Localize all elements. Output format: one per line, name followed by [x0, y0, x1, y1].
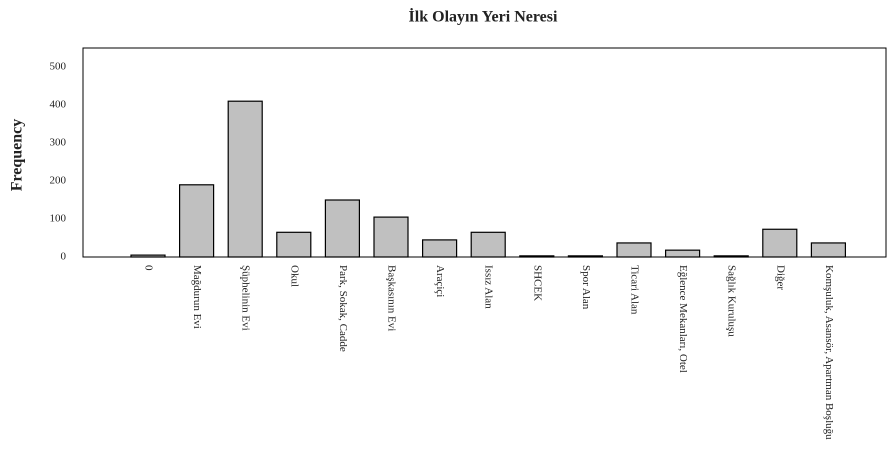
y-tick-label: 100 [50, 213, 67, 225]
bar [227, 100, 263, 258]
bar [179, 184, 215, 258]
x-tick-label: SHCEK [531, 265, 543, 301]
x-tick-label: Okul [288, 265, 300, 287]
y-tick-label: 0 [61, 251, 67, 263]
x-tick-label: Diğer [774, 265, 786, 290]
y-tick-label: 200 [50, 175, 67, 187]
bar [810, 242, 847, 258]
bar [130, 254, 166, 258]
bar [324, 199, 360, 258]
bar [519, 255, 555, 258]
bar [470, 231, 506, 258]
y-tick-label: 300 [50, 137, 67, 149]
x-tick-label: Issız Alan [483, 265, 495, 309]
x-tick-label: Ticari Alan [628, 265, 640, 315]
bar [373, 216, 409, 258]
bar [616, 242, 652, 258]
x-tick-label: Mağdurun Evi [191, 265, 203, 329]
x-tick-label: Başkasının Evi [385, 265, 397, 331]
y-axis-label: Frequency [9, 119, 26, 192]
x-tick-label: 0 [142, 265, 154, 271]
chart-title: İlk Olayın Yeri Neresi [409, 7, 558, 26]
x-tick-label: Park, Sokak, Cadde [337, 265, 349, 352]
bar [762, 228, 798, 258]
bar [567, 255, 604, 258]
y-tick-label: 500 [50, 61, 67, 73]
x-tick-label: Sağlık Kuruluşu [726, 265, 738, 337]
x-tick-label: Spor Alan [580, 265, 592, 310]
bar [664, 249, 701, 258]
x-tick-label: Eğlence Mekanları, Otel [677, 265, 689, 373]
y-tick-label: 400 [50, 99, 67, 111]
x-tick-label: Araçiçi [434, 265, 446, 297]
x-tick-label: Komşuluk, Asansör, Apartman Boşluğu [823, 265, 835, 440]
x-tick-label: Şüphelinin Evi [240, 265, 252, 331]
bar [713, 255, 749, 258]
bar [276, 231, 312, 258]
bar [422, 239, 458, 258]
